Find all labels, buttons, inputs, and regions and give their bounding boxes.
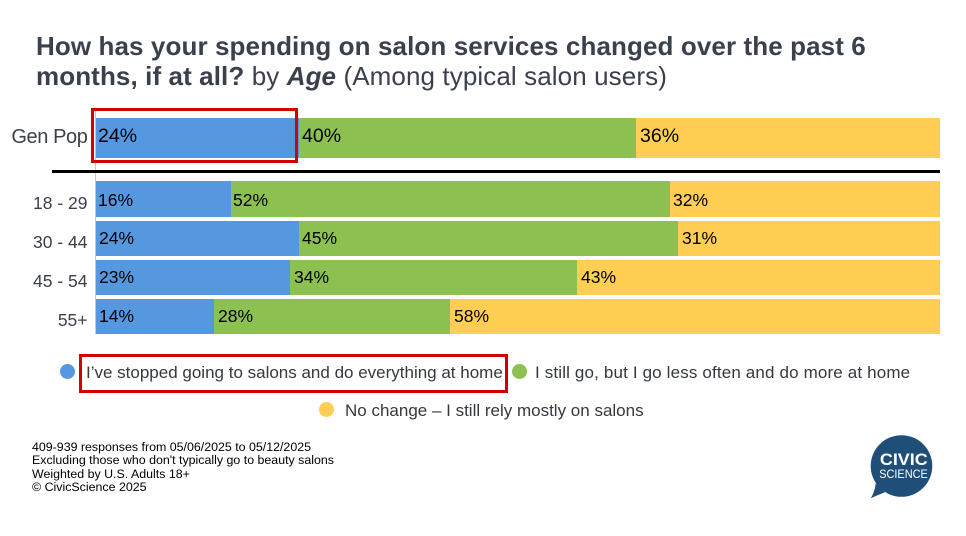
svg-text:CIVIC: CIVIC [880, 450, 928, 469]
svg-text:SCIENCE: SCIENCE [879, 467, 928, 481]
